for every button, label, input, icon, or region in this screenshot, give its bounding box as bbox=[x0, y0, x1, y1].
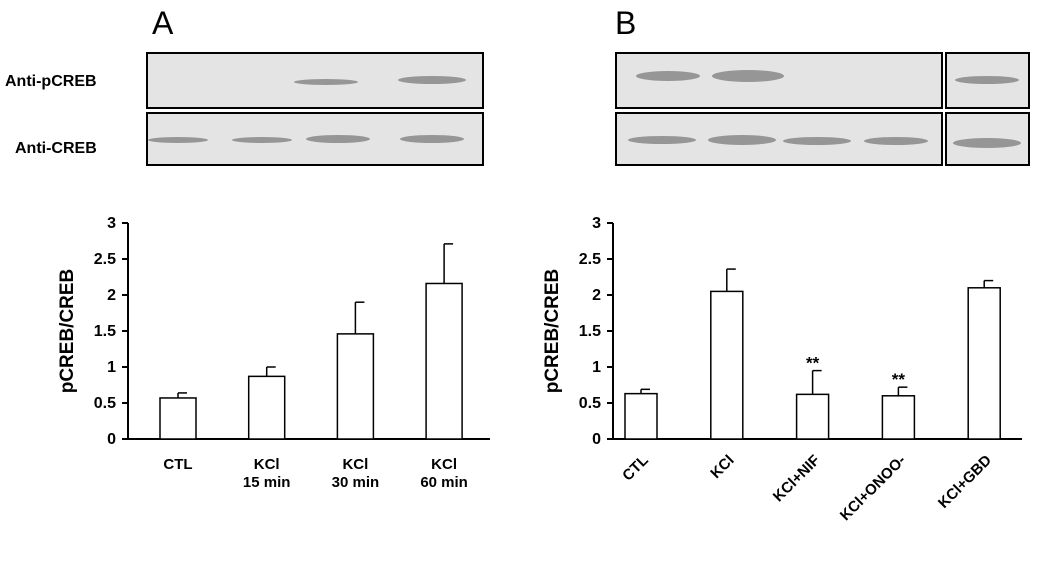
y-tick-label: 2 bbox=[592, 287, 601, 304]
y-tick-label: 3 bbox=[592, 215, 601, 232]
significance-label: ** bbox=[806, 354, 820, 373]
y-tick-label: 0.5 bbox=[94, 395, 116, 412]
panel-label: A bbox=[152, 5, 174, 41]
bar bbox=[159, 397, 197, 440]
x-tick-label: KCl bbox=[707, 452, 737, 482]
bar bbox=[425, 282, 463, 440]
y-axis-label: pCREB/CREB bbox=[542, 269, 563, 394]
x-tick-label: KCl 15 min bbox=[243, 456, 291, 491]
x-tick-label: KCl 60 min bbox=[420, 456, 468, 491]
bar bbox=[881, 395, 916, 440]
panel-label: B bbox=[615, 5, 636, 41]
y-tick-label: 2.5 bbox=[579, 251, 601, 268]
bar bbox=[795, 393, 830, 440]
blot-label: Anti-pCREB bbox=[5, 73, 97, 90]
x-tick-label: KCl+ONOO- bbox=[837, 452, 909, 524]
bar bbox=[710, 290, 744, 440]
y-tick-label: 1 bbox=[592, 359, 601, 376]
y-tick-label: 1 bbox=[107, 359, 116, 376]
blots bbox=[146, 52, 1030, 166]
y-tick-label: 0.5 bbox=[579, 395, 601, 412]
x-tick-label: CTL bbox=[163, 456, 192, 473]
y-tick-label: 0 bbox=[107, 431, 116, 448]
x-tick-label: KCl+GBD bbox=[935, 452, 995, 512]
y-tick-label: 0 bbox=[592, 431, 601, 448]
bar bbox=[967, 287, 1001, 440]
y-tick-label: 2.5 bbox=[94, 251, 116, 268]
bar bbox=[336, 333, 375, 440]
y-axis-label: pCREB/CREB bbox=[57, 269, 78, 394]
y-tick-label: 3 bbox=[107, 215, 116, 232]
x-tick-label: CTL bbox=[619, 452, 652, 485]
bar bbox=[624, 392, 658, 440]
bar bbox=[247, 375, 286, 440]
x-tick-label: KCl+NIF bbox=[770, 452, 824, 506]
significance-label: ** bbox=[892, 370, 906, 389]
y-tick-label: 1.5 bbox=[579, 323, 601, 340]
blot-label: Anti-CREB bbox=[15, 140, 97, 157]
y-tick-label: 2 bbox=[107, 287, 116, 304]
y-tick-label: 1.5 bbox=[94, 323, 116, 340]
x-tick-label: KCl 30 min bbox=[332, 456, 380, 491]
